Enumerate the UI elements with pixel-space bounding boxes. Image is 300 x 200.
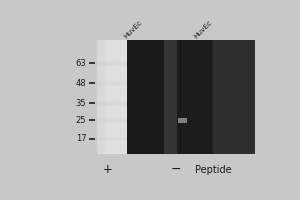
Bar xyxy=(105,40,106,154)
Bar xyxy=(98,40,99,154)
Bar xyxy=(97,40,127,154)
Text: −: − xyxy=(171,163,181,176)
Bar xyxy=(97,137,127,141)
Bar xyxy=(177,40,213,154)
Bar xyxy=(213,40,255,154)
Bar xyxy=(100,40,102,154)
Bar xyxy=(164,40,177,154)
Bar xyxy=(178,118,188,123)
Bar xyxy=(97,40,255,154)
Bar xyxy=(127,40,164,154)
Text: 25: 25 xyxy=(76,116,86,125)
Text: Peptide: Peptide xyxy=(195,165,231,175)
Text: 17: 17 xyxy=(76,134,86,143)
Bar xyxy=(104,40,106,154)
Bar xyxy=(102,40,104,154)
Bar xyxy=(97,40,98,154)
Text: +: + xyxy=(102,163,112,176)
Text: 63: 63 xyxy=(76,59,86,68)
Bar xyxy=(97,101,127,106)
Text: HuvEc: HuvEc xyxy=(123,19,143,39)
Bar xyxy=(97,81,127,86)
Bar xyxy=(99,40,100,154)
Bar xyxy=(101,40,103,154)
Bar xyxy=(103,40,105,154)
Text: 48: 48 xyxy=(76,79,86,88)
Bar xyxy=(97,61,127,66)
Text: 35: 35 xyxy=(76,99,86,108)
Bar xyxy=(97,118,127,123)
Bar xyxy=(100,40,101,154)
Text: HuvEc: HuvEc xyxy=(193,19,213,39)
